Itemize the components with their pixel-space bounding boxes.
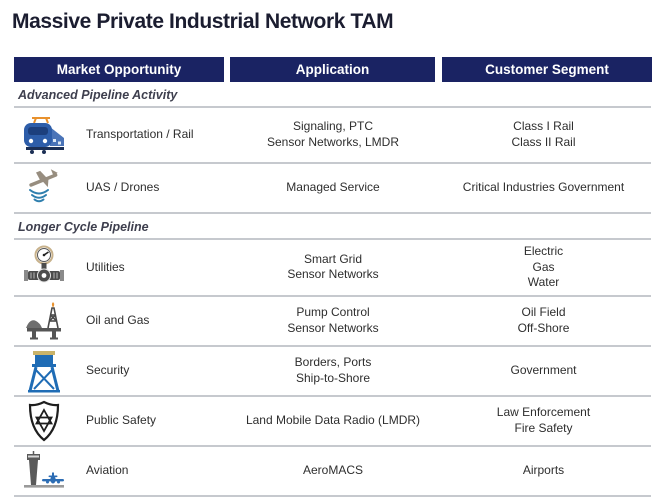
train-icon bbox=[20, 115, 68, 155]
shield-star-icon bbox=[20, 400, 68, 442]
cell-line: Land Mobile Data Radio (LMDR) bbox=[245, 412, 421, 427]
customer-cell: Class I Rail Class II Rail bbox=[436, 119, 651, 150]
cell-line: Borders, Ports bbox=[294, 355, 372, 370]
section-label-advanced-pipeline: Advanced Pipeline Activity bbox=[14, 82, 651, 108]
cell-line: Electric bbox=[523, 244, 564, 258]
table-row-utilities: Utilities Smart Grid Sensor Networks Ele… bbox=[14, 240, 651, 297]
market-label: Aviation bbox=[86, 462, 129, 477]
cell-line: Gas bbox=[532, 259, 555, 274]
market-cell: UAS / Drones bbox=[14, 168, 230, 208]
page-title: Massive Private Industrial Network TAM bbox=[12, 10, 394, 33]
market-cell: Public Safety bbox=[14, 400, 230, 442]
customer-cell: Critical Industries Government bbox=[436, 180, 651, 196]
application-cell: Pump Control Sensor Networks bbox=[230, 305, 436, 336]
market-cell: Security bbox=[14, 350, 230, 393]
market-label: Oil and Gas bbox=[86, 312, 150, 327]
cell-line: Signaling, PTC bbox=[292, 119, 374, 134]
header-market-opportunity: Market Opportunity bbox=[14, 57, 224, 82]
cell-line: Sensor Networks bbox=[287, 320, 379, 335]
cell-line: Smart Grid bbox=[303, 251, 362, 266]
cell-line: AeroMACS bbox=[302, 462, 364, 477]
application-cell: Managed Service bbox=[230, 180, 436, 196]
application-cell: Borders, Ports Ship-to-Shore bbox=[230, 355, 436, 386]
section-label-longer-cycle: Longer Cycle Pipeline bbox=[14, 214, 651, 240]
cell-line: Class I Rail bbox=[513, 119, 574, 134]
table-header-row: Market Opportunity Application Customer … bbox=[14, 57, 652, 82]
customer-cell: Law Enforcement Fire Safety bbox=[436, 405, 651, 436]
cell-line: Managed Service bbox=[286, 180, 380, 195]
market-label: Public Safety bbox=[86, 412, 157, 427]
market-cell: Utilities bbox=[14, 245, 230, 287]
drone-icon bbox=[20, 168, 68, 208]
application-cell: Signaling, PTC Sensor Networks, LMDR bbox=[230, 119, 436, 150]
customer-cell: Government bbox=[436, 363, 651, 379]
cell-line: Pump Control bbox=[296, 305, 370, 320]
oil-rig-icon bbox=[20, 301, 68, 341]
cell-line: Class II Rail bbox=[511, 135, 576, 149]
cell-line: Critical Industries Government bbox=[462, 180, 625, 195]
market-label: Transportation / Rail bbox=[86, 127, 194, 142]
market-cell: Aviation bbox=[14, 450, 230, 491]
market-cell: Oil and Gas bbox=[14, 301, 230, 341]
watchtower-icon bbox=[20, 350, 68, 393]
cell-line: Sensor Networks bbox=[287, 267, 379, 282]
gauge-icon bbox=[20, 245, 68, 287]
application-cell: Smart Grid Sensor Networks bbox=[230, 252, 436, 283]
customer-cell: Oil Field Off-Shore bbox=[436, 305, 651, 336]
table-row-public-safety: Public Safety Land Mobile Data Radio (LM… bbox=[14, 397, 651, 447]
header-customer-segment: Customer Segment bbox=[442, 57, 652, 82]
application-cell: Land Mobile Data Radio (LMDR) bbox=[230, 413, 436, 429]
customer-cell: Electric Gas Water bbox=[436, 244, 651, 291]
table-row-transportation-rail: Transportation / Rail Signaling, PTC Sen… bbox=[14, 108, 651, 164]
cell-line: Water bbox=[527, 275, 560, 290]
cell-line: Sensor Networks, LMDR bbox=[266, 135, 400, 149]
table-row-aviation: Aviation AeroMACS Airports bbox=[14, 447, 651, 497]
table-row-security: Security Borders, Ports Ship-to-Shore Go… bbox=[14, 347, 651, 397]
market-label: Security bbox=[86, 362, 130, 377]
table-body: Advanced Pipeline Activity bbox=[14, 82, 651, 497]
application-cell: AeroMACS bbox=[230, 463, 436, 479]
market-cell: Transportation / Rail bbox=[14, 115, 230, 155]
cell-line: Fire Safety bbox=[514, 420, 573, 435]
cell-line: Airports bbox=[522, 462, 565, 477]
table-row-oil-and-gas: Oil and Gas Pump Control Sensor Networks… bbox=[14, 297, 651, 347]
table-row-uas-drones: UAS / Drones Managed Service Critical In… bbox=[14, 164, 651, 214]
header-application: Application bbox=[230, 57, 435, 82]
cell-line: Off-Shore bbox=[517, 320, 570, 335]
cell-line: Oil Field bbox=[521, 305, 566, 320]
cell-line: Law Enforcement bbox=[496, 405, 591, 420]
market-label: UAS / Drones bbox=[86, 180, 160, 195]
cell-line: Ship-to-Shore bbox=[295, 370, 371, 385]
market-label: Utilities bbox=[86, 259, 125, 274]
control-tower-icon bbox=[20, 450, 68, 491]
cell-line: Government bbox=[510, 362, 577, 377]
customer-cell: Airports bbox=[436, 463, 651, 479]
